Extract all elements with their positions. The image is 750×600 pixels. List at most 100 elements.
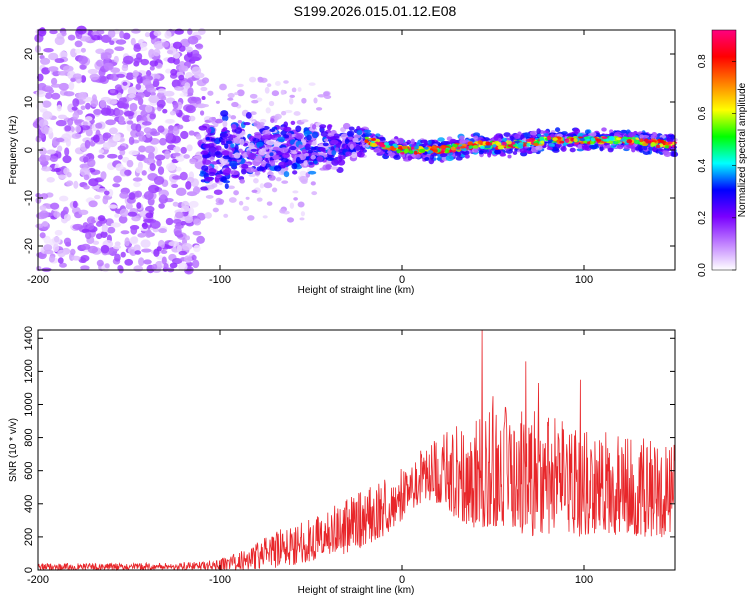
spectrogram-cell bbox=[223, 213, 229, 218]
spectrogram-cell bbox=[229, 160, 238, 168]
spectrogram-cell bbox=[134, 250, 142, 255]
spectrogram-cell bbox=[246, 166, 255, 173]
spectrogram-cell bbox=[180, 146, 187, 154]
spectrogram-cell bbox=[241, 168, 247, 175]
spectrogram-cell bbox=[473, 147, 479, 153]
spectrogram-cell bbox=[71, 133, 82, 139]
snr-x-tick-label: 0 bbox=[399, 574, 405, 586]
spectrogram-cell bbox=[200, 86, 208, 92]
spectrogram-cell bbox=[583, 140, 588, 144]
spectrogram-cell bbox=[456, 146, 461, 150]
spectrogram-cell bbox=[161, 256, 167, 265]
spectrogram-cell bbox=[270, 159, 276, 167]
spectrogram-cell bbox=[346, 130, 355, 137]
spectrogram-cell bbox=[95, 122, 103, 129]
spectrogram-cell bbox=[191, 49, 200, 57]
spectrogram-cell bbox=[72, 223, 84, 230]
spectrogram-cell bbox=[270, 118, 275, 123]
spectrogram-cell bbox=[135, 83, 142, 90]
spectrogram-cell bbox=[249, 93, 258, 99]
snr-y-tick-label: 1200 bbox=[23, 359, 35, 383]
spectrogram-cell bbox=[201, 171, 207, 175]
spectrogram-cell bbox=[186, 144, 193, 152]
spectrogram-cell bbox=[418, 148, 426, 153]
spectrogram-cell bbox=[144, 229, 153, 238]
spectrogram-cell bbox=[239, 138, 245, 146]
spectrogram-cell bbox=[257, 76, 264, 83]
spectrogram-cell bbox=[277, 147, 284, 152]
spectrogram-cell bbox=[472, 145, 479, 149]
spectrogram-cell bbox=[385, 144, 391, 148]
spectrogram-cell bbox=[215, 100, 220, 104]
spectrogram-cell bbox=[670, 134, 675, 141]
spectrogram-cell bbox=[642, 149, 651, 156]
spectrogram-cell bbox=[512, 151, 518, 155]
spectrogram-cell bbox=[378, 142, 384, 146]
spectrogram-cell bbox=[291, 162, 298, 170]
spectrogram-cell bbox=[92, 134, 100, 143]
spectrogram-cell bbox=[316, 156, 324, 162]
spectrogram-cell bbox=[148, 48, 156, 58]
spectrogram-cell bbox=[242, 205, 250, 212]
spectrogram-x-tick-label: -100 bbox=[209, 274, 231, 286]
spectrogram-cell bbox=[138, 257, 145, 266]
spectrogram-cell bbox=[607, 147, 614, 153]
spectrogram-cell bbox=[86, 222, 95, 230]
spectrogram-cell bbox=[289, 145, 297, 151]
spectrogram-cell bbox=[613, 141, 619, 144]
spectrogram-cell bbox=[178, 64, 186, 73]
spectrogram-cell bbox=[50, 77, 58, 85]
spectrogram-cell bbox=[408, 150, 414, 154]
spectrogram-cell bbox=[191, 66, 202, 76]
spectrogram-cell bbox=[44, 92, 53, 99]
snr-x-tick-label: -100 bbox=[209, 574, 231, 586]
spectrogram-cell bbox=[588, 144, 597, 149]
spectrogram-cell bbox=[522, 132, 531, 138]
spectrogram-cell bbox=[58, 82, 70, 91]
spectrogram-cell bbox=[269, 152, 274, 157]
spectrogram-cell bbox=[282, 134, 290, 139]
snr-y-ticks: 0 200 400 600 800 1000 1200 1400 bbox=[23, 326, 675, 573]
spectrogram-cell bbox=[595, 138, 602, 142]
spectrogram-cell bbox=[84, 116, 93, 122]
spectrogram-cell bbox=[231, 123, 237, 130]
spectrogram-cell bbox=[39, 205, 47, 211]
spectrogram-cell bbox=[262, 215, 268, 219]
spectrogram-cell bbox=[387, 150, 393, 154]
spectrogram-cell bbox=[440, 150, 445, 154]
spectrogram-cell bbox=[511, 142, 516, 145]
spectrogram-cell bbox=[140, 110, 148, 118]
spectrogram-cell bbox=[162, 108, 168, 114]
spectrogram-cell bbox=[57, 70, 68, 76]
spectrogram-cell bbox=[560, 145, 567, 152]
spectrogram-cell bbox=[415, 153, 421, 159]
spectrogram-cell bbox=[323, 91, 330, 97]
spectrogram-cell bbox=[236, 89, 245, 97]
spectrogram-cell bbox=[433, 148, 438, 153]
spectrogram-cell bbox=[49, 29, 58, 35]
spectrogram-cell bbox=[247, 215, 255, 221]
spectrogram-cell bbox=[157, 166, 165, 175]
spectrogram-cell bbox=[176, 124, 184, 130]
spectrogram-cell bbox=[279, 208, 286, 214]
spectrogram-cell bbox=[174, 86, 185, 91]
spectrogram-cell bbox=[284, 109, 293, 114]
spectrogram-cell bbox=[156, 158, 162, 167]
spectrogram-cell bbox=[200, 186, 209, 191]
spectrogram-cell bbox=[112, 183, 121, 188]
spectrogram-cell bbox=[48, 52, 59, 61]
spectrogram-cell bbox=[577, 143, 582, 150]
spectrogram-cell bbox=[202, 159, 212, 165]
spectrogram-cell bbox=[310, 181, 316, 186]
spectrogram-cell bbox=[529, 130, 538, 136]
spectrogram-cell bbox=[154, 154, 166, 161]
spectrogram-cell bbox=[298, 144, 303, 149]
spectrogram-cell bbox=[509, 135, 514, 141]
spectrogram-cell bbox=[375, 133, 381, 138]
spectrogram-cell bbox=[616, 144, 624, 150]
spectrogram-cell bbox=[96, 59, 104, 67]
spectrogram-cell bbox=[460, 145, 466, 149]
spectrogram-cell bbox=[97, 215, 106, 222]
spectrogram-cell bbox=[118, 215, 128, 224]
spectrogram-cell bbox=[184, 82, 191, 89]
